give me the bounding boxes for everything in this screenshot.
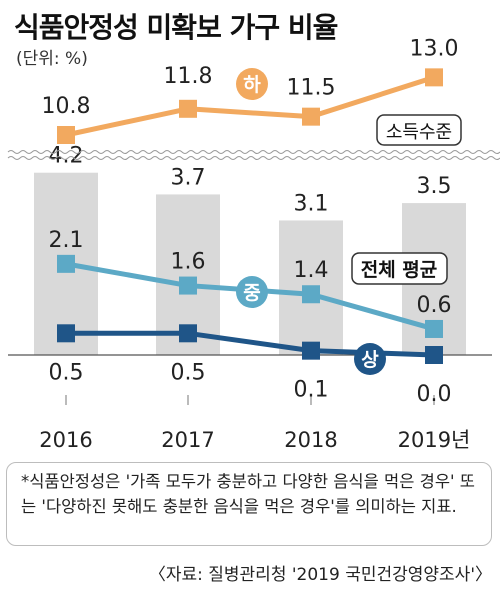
point-low-0	[57, 126, 75, 144]
point-label-low-2: 11.5	[287, 76, 336, 101]
point-mid-3	[425, 319, 443, 338]
axis-break-line-6	[7, 156, 500, 160]
point-label-high-0: 0.5	[49, 360, 84, 385]
point-label-mid-3: 0.6	[417, 293, 452, 318]
point-high-1	[179, 324, 197, 343]
chart-title: 식품안정성 미확보 가구 비율	[14, 11, 338, 44]
point-high-3	[425, 346, 443, 364]
series-badge-high	[354, 343, 386, 375]
bar-value-label-2: 3.1	[294, 191, 329, 216]
bar-value-label-0: 4.2	[49, 144, 84, 169]
point-label-low-0: 10.8	[42, 94, 91, 119]
point-label-low-1: 11.8	[164, 64, 213, 89]
point-label-high-2: 0.1	[294, 378, 329, 403]
bar-value-label-3: 3.5	[417, 174, 452, 199]
point-label-mid-2: 1.4	[294, 258, 329, 283]
x-tick-label-2: 2018	[284, 428, 337, 452]
point-low-2	[302, 107, 320, 126]
x-tick-label-0: 2016	[39, 428, 92, 452]
chart: 4.2 3.7 3.1 3.5 2016 2017 2018 2019년 0.5 0.5 0.1 0.…	[7, 36, 500, 452]
series-badge-mid	[236, 276, 268, 308]
source-label: 〈자료: 질병관리청 '2019 국민건강영양조사'〉	[148, 565, 492, 585]
legend-box-average	[351, 252, 448, 285]
point-label-high-3: 0.0	[417, 382, 452, 407]
bar-value-label-1: 3.7	[171, 165, 206, 190]
legend-box-income	[376, 114, 462, 146]
point-label-mid-1: 1.6	[171, 250, 206, 275]
axis-break-line-0	[7, 150, 500, 154]
series-badge-label-low: 하	[243, 74, 261, 96]
unit-label: (단위: %)	[16, 49, 88, 69]
series-badge-label-mid: 중	[243, 282, 260, 304]
point-high-2	[302, 341, 320, 360]
point-label-mid-0: 2.1	[49, 228, 84, 253]
point-high-0	[57, 324, 75, 343]
series-badge-label-high: 상	[361, 349, 379, 371]
legend-label-income: 소득수준	[386, 122, 452, 143]
point-low-3	[425, 68, 443, 87]
footnote: *식품안정성은 '가족 모두가 충분하고 다양한 음식을 먹은 경우' 또는 '…	[6, 462, 492, 546]
legend-label-average: 전체 평균	[361, 259, 438, 281]
x-tick-label-1: 2017	[161, 428, 214, 452]
series-badge-low	[236, 68, 268, 100]
point-mid-2	[302, 285, 320, 304]
line-low	[65, 74, 435, 138]
x-tick-label-3: 2019년	[398, 428, 471, 452]
point-label-low-3: 13.0	[410, 36, 459, 61]
point-mid-0	[57, 254, 75, 273]
point-label-high-1: 0.5	[171, 360, 206, 385]
point-mid-1	[179, 276, 197, 295]
point-low-1	[179, 99, 197, 118]
